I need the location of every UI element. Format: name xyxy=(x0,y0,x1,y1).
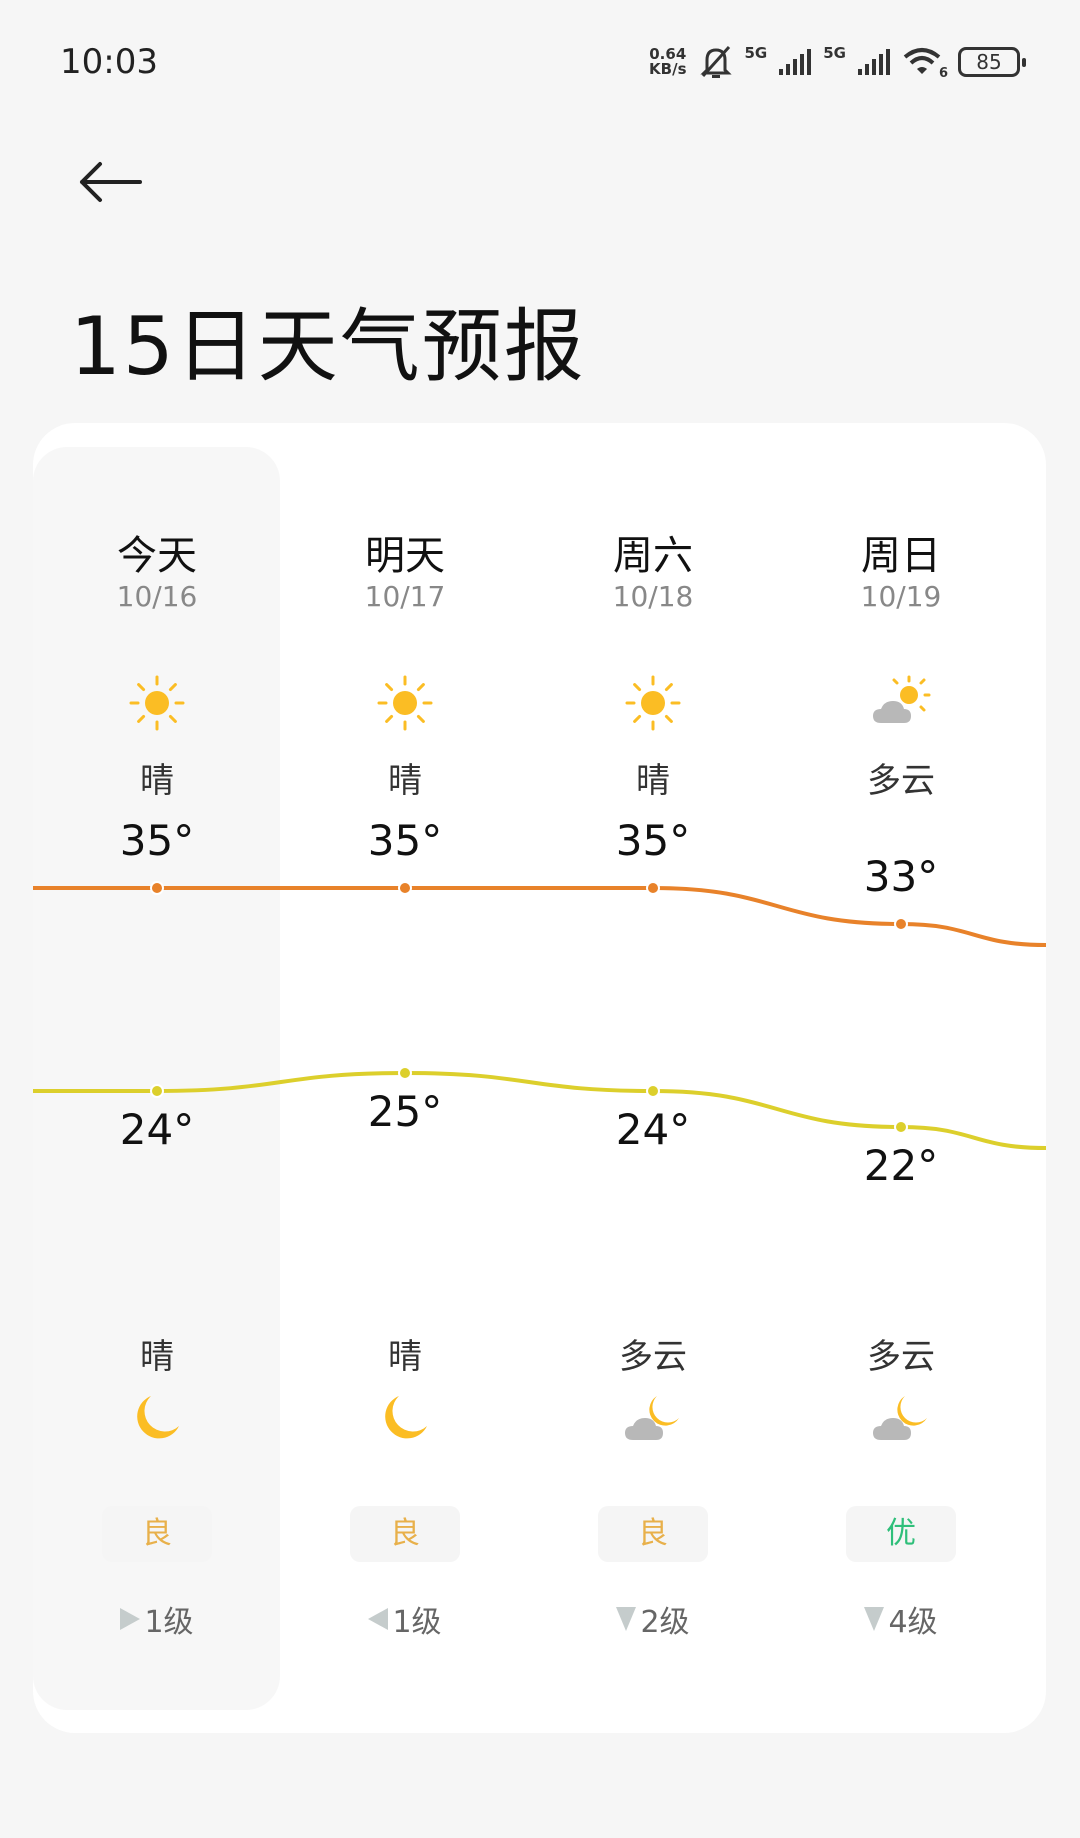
day-date: 10/18 xyxy=(612,580,694,613)
status-bar: 10:03 0.64 KB/s 5G 5G 6 85 xyxy=(0,40,1080,90)
wifi-version: 6 xyxy=(938,66,948,81)
signal-icon xyxy=(779,49,812,75)
bell-muted-icon xyxy=(699,45,732,78)
signal-icon xyxy=(858,49,890,75)
day-column[interactable]: 周六 10/18 晴 多云 良 2级 xyxy=(529,423,777,1733)
low-temp-label: 24° xyxy=(119,1105,195,1154)
wifi-icon: 6 xyxy=(902,45,948,81)
battery-level: 85 xyxy=(976,50,1002,74)
day-date: 10/17 xyxy=(364,580,446,613)
day-condition: 晴 xyxy=(636,761,670,801)
low-temp-point xyxy=(398,1066,412,1080)
arrow-left-icon xyxy=(80,162,142,202)
battery-icon: 85 xyxy=(958,47,1026,77)
day-condition: 晴 xyxy=(140,761,174,801)
low-temp-point xyxy=(150,1084,164,1098)
high-temp-point xyxy=(150,881,164,895)
day-date: 10/19 xyxy=(860,580,942,613)
high-temp-label: 35° xyxy=(367,816,443,865)
wind-direction-icon xyxy=(120,1608,141,1630)
day-date: 10/16 xyxy=(116,580,198,613)
day-name: 周六 xyxy=(613,533,693,579)
night-condition: 晴 xyxy=(140,1337,174,1377)
day-column[interactable]: 明天 10/17 晴 晴 良 1级 xyxy=(281,423,529,1733)
day-condition: 晴 xyxy=(388,761,422,801)
wind-info: 1级 xyxy=(33,1597,281,1641)
moon-icon xyxy=(33,1388,281,1452)
day-column[interactable]: 今天 10/16 晴 晴 良 1级 xyxy=(33,423,281,1733)
wind-info: 2级 xyxy=(529,1597,777,1641)
speed-value: 0.64 xyxy=(649,45,687,63)
high-temp-point xyxy=(398,881,412,895)
high-temp-point xyxy=(894,917,908,931)
wind-level: 1级 xyxy=(392,1605,442,1640)
aqi-badge[interactable]: 良 xyxy=(350,1506,460,1562)
wind-level: 1级 xyxy=(144,1605,194,1640)
sun-icon xyxy=(529,673,777,737)
night-condition: 多云 xyxy=(619,1337,687,1377)
low-temp-point xyxy=(646,1084,660,1098)
night-condition: 多云 xyxy=(867,1337,935,1377)
forecast-card: 今天 10/16 晴 晴 良 1级 明天 10/17 晴 晴 良 1级 周六 10/… xyxy=(33,423,1046,1733)
wind-level: 2级 xyxy=(640,1605,690,1640)
cloud-moon-icon xyxy=(529,1388,777,1452)
high-temp-label: 35° xyxy=(615,816,691,865)
temperature-chart xyxy=(33,881,1046,1151)
day-column[interactable]: 周日 10/19 多云 多云 优 4级 xyxy=(777,423,1025,1733)
wind-direction-icon xyxy=(616,1607,637,1631)
today-highlight xyxy=(33,447,280,1710)
low-temp-label: 22° xyxy=(863,1141,939,1190)
sun-icon xyxy=(33,673,281,737)
back-button[interactable] xyxy=(76,158,144,206)
high-temp-label: 35° xyxy=(119,816,195,865)
day-name: 明天 xyxy=(365,533,445,579)
low-temp-point xyxy=(894,1120,908,1134)
wind-info: 4级 xyxy=(777,1597,1025,1641)
day-name: 今天 xyxy=(117,533,197,579)
clock: 10:03 xyxy=(60,42,158,82)
cloud-sun-icon xyxy=(777,673,1025,737)
network-type-1: 5G xyxy=(744,44,768,62)
low-temp-label: 24° xyxy=(615,1105,691,1154)
network-type-2: 5G xyxy=(823,44,846,62)
network-speed: 0.64 KB/s xyxy=(649,47,686,77)
speed-unit: KB/s xyxy=(649,60,687,78)
low-temp-label: 25° xyxy=(367,1087,443,1136)
wind-direction-icon xyxy=(368,1608,389,1630)
moon-icon xyxy=(281,1388,529,1452)
day-name: 周日 xyxy=(861,533,941,579)
aqi-badge[interactable]: 良 xyxy=(598,1506,708,1562)
wind-level: 4级 xyxy=(888,1605,938,1640)
page-title: 15日天气预报 xyxy=(70,300,586,393)
cloud-moon-icon xyxy=(777,1388,1025,1452)
sun-icon xyxy=(281,673,529,737)
aqi-badge[interactable]: 良 xyxy=(102,1506,212,1562)
high-temp-label: 33° xyxy=(863,852,939,901)
aqi-badge[interactable]: 优 xyxy=(846,1506,956,1562)
day-condition: 多云 xyxy=(867,761,935,801)
wind-info: 1级 xyxy=(281,1597,529,1641)
high-temp-point xyxy=(646,881,660,895)
wind-direction-icon xyxy=(864,1607,885,1631)
night-condition: 晴 xyxy=(388,1337,422,1377)
